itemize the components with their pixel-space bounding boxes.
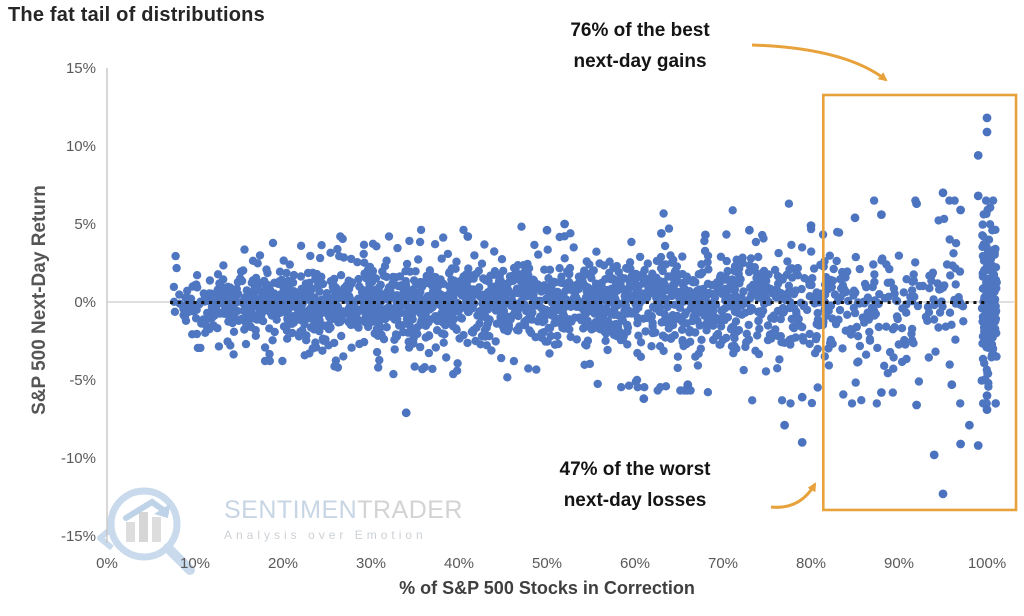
outlier-points [401, 113, 992, 499]
brand-name: SENTIMENTRADER [224, 496, 463, 525]
x-tick-label: 20% [268, 555, 298, 572]
annotation-line: 47% of the worst [559, 459, 711, 480]
annotation-worst-losses: 47% of the worst next-day losses [465, 454, 805, 516]
y-axis-title: S&P 500 Next-Day Return [29, 185, 50, 415]
y-tick-label: 5% [74, 216, 96, 233]
annotation-line: 76% of the best [570, 20, 710, 41]
x-axis-title: % of S&P 500 Stocks in Correction [399, 578, 695, 598]
y-tick-label: -10% [61, 450, 96, 467]
gains-arrow [751, 43, 888, 82]
scatter-points [169, 196, 1001, 408]
brand-tagline: Analysis over Emotion [224, 528, 427, 542]
x-tick-label: 60% [620, 555, 650, 572]
highlight-box [822, 93, 1018, 512]
brand-secondary: TRADER [357, 496, 463, 524]
y-tick-label: 0% [74, 294, 96, 311]
annotation-line: next-day losses [563, 490, 707, 511]
x-tick-label: 50% [532, 555, 562, 572]
y-tick-label: -15% [61, 528, 96, 545]
x-axis-tick-labels: 0% 10% 20% 30% 40% 50% 60% 70% 80% 90% 100% [96, 555, 1006, 572]
x-tick-label: 90% [884, 555, 914, 572]
y-axis-tick-labels: 15% 10% 5% 0% -5% -10% -15% [61, 60, 96, 545]
annotation-best-gains: 76% of the best next-day gains [470, 15, 810, 77]
brand-primary: SENTIMEN [224, 496, 358, 524]
x-tick-label: 0% [96, 555, 118, 572]
magnifier-barchart-logo-icon [97, 487, 195, 575]
watermark-text: SENTIMENTRADER Analysis over Emotion [224, 496, 463, 542]
page-title: The fat tail of distributions [8, 4, 265, 26]
y-tick-label: -5% [69, 372, 96, 389]
annotation-line: next-day gains [573, 51, 707, 72]
x-tick-label: 100% [968, 555, 1006, 572]
x-tick-label: 10% [180, 555, 210, 572]
x-tick-label: 30% [356, 555, 386, 572]
x-tick-label: 70% [708, 555, 738, 572]
losses-arrow [770, 482, 817, 509]
y-tick-label: 15% [66, 60, 96, 77]
x-tick-label: 80% [796, 555, 826, 572]
watermark: SENTIMENTRADER Analysis over Emotion [92, 484, 463, 576]
x-tick-label: 40% [444, 555, 474, 572]
y-tick-label: 10% [66, 138, 96, 155]
